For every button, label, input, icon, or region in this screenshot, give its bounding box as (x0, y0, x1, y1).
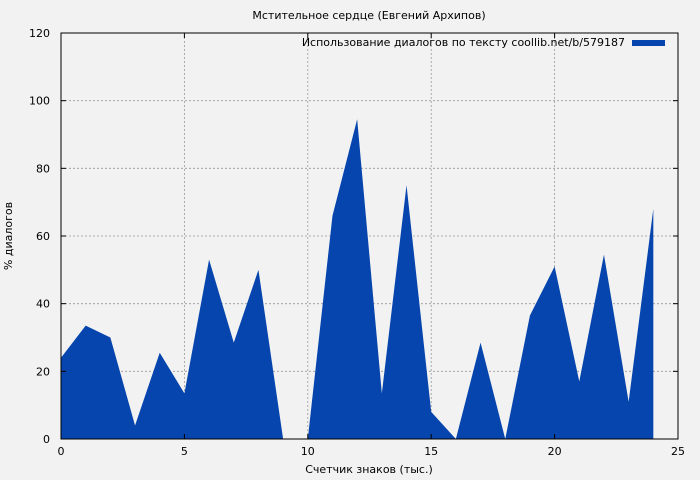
x-axis-label: Счетчик знаков (тыс.) (305, 463, 433, 476)
y-tick-label: 0 (43, 433, 50, 446)
x-tick-label: 15 (424, 445, 438, 458)
y-tick-label: 60 (36, 230, 50, 243)
legend-swatch (632, 40, 665, 46)
y-tick-label: 80 (36, 162, 50, 175)
y-tick-label: 120 (29, 27, 50, 40)
y-tick-label: 100 (29, 95, 50, 108)
legend-label: Использование диалогов по тексту coollib… (302, 36, 625, 49)
legend: Использование диалогов по тексту coollib… (302, 36, 665, 49)
x-tick-label: 0 (58, 445, 65, 458)
series-area-0 (61, 119, 654, 440)
x-tick-label: 5 (181, 445, 188, 458)
y-axis-label: % диалогов (2, 202, 15, 270)
chart-title: Мстительное сердце (Евгений Архипов) (252, 9, 485, 22)
x-tick-label: 10 (301, 445, 315, 458)
x-tick-label: 25 (671, 445, 685, 458)
y-tick-label: 20 (36, 365, 50, 378)
ticks: 0 5 10 15 20 25 0 20 40 60 80 100 120 (29, 27, 685, 458)
x-tick-label: 20 (548, 445, 562, 458)
y-tick-label: 40 (36, 298, 50, 311)
